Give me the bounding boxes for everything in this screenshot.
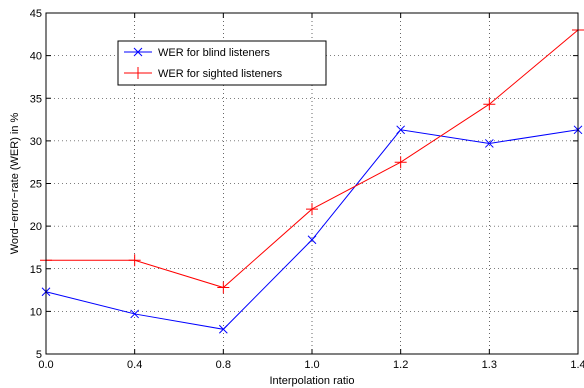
x-tick-label: 1.2 [393, 359, 408, 371]
legend-label-blind: WER for blind listeners [158, 47, 270, 59]
data-point-sighted [394, 156, 407, 169]
x-tick-labels: 0.0 0.4 0.8 1.0 1.2 1.3 1.4 [38, 359, 584, 371]
axis-ticks [45, 12, 579, 355]
y-tick-label: 30 [30, 136, 42, 148]
data-point-blind [130, 309, 140, 319]
data-point-blind [396, 125, 406, 135]
x-tick-label: 0.0 [38, 359, 53, 371]
x-tick-label: 1.4 [570, 359, 584, 371]
data-point-blind [484, 139, 494, 148]
x-tick-label: 0.8 [216, 359, 231, 371]
legend-marker-blind [133, 47, 143, 57]
y-tick-labels: 5 10 15 20 25 30 35 40 45 [30, 8, 42, 361]
data-point-blind [307, 235, 317, 245]
data-point-sighted [306, 203, 318, 216]
y-tick-label: 15 [30, 264, 42, 276]
data-point-sighted [483, 98, 496, 111]
legend-marker-sighted [132, 67, 144, 79]
y-tick-label: 25 [30, 179, 42, 191]
y-tick-label: 45 [30, 8, 42, 20]
x-tick-label: 1.3 [482, 359, 497, 371]
y-tick-label: 5 [36, 349, 42, 361]
y-tick-label: 20 [30, 221, 42, 233]
legend-box [117, 40, 327, 86]
legend-label-sighted: WER for sighted listeners [158, 68, 283, 80]
y-tick-label: 10 [30, 306, 42, 318]
data-point-sighted [128, 254, 141, 267]
y-tick-label: 40 [30, 51, 42, 63]
data-point-sighted [217, 281, 230, 294]
x-axis-title: Interpolation ratio [270, 375, 355, 387]
x-tick-label: 0.4 [127, 359, 142, 371]
data-point-blind [218, 324, 228, 334]
x-tick-label: 1.0 [304, 359, 319, 371]
y-axis-title: Word−error−rate (WER) in % [9, 112, 21, 254]
legend: WER for blind listeners WER for sighted … [117, 40, 327, 86]
y-tick-label: 35 [30, 93, 42, 105]
